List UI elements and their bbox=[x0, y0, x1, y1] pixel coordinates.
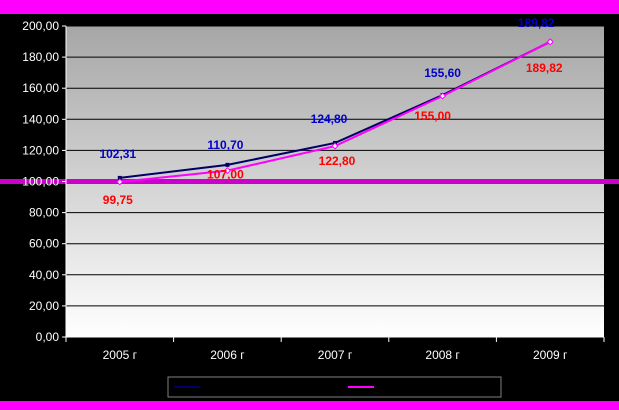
y-tick-label: 200,00 bbox=[22, 19, 59, 33]
series-2-marker bbox=[223, 167, 231, 175]
y-tick-label: 20,00 bbox=[29, 299, 59, 313]
y-tick-label: 180,00 bbox=[22, 50, 59, 64]
series-2-marker bbox=[546, 38, 554, 46]
y-tick-label: 60,00 bbox=[29, 237, 59, 251]
y-tick-label: 140,00 bbox=[22, 112, 59, 126]
x-tick-label: 2005 г bbox=[103, 348, 138, 362]
y-tick-label: 40,00 bbox=[29, 268, 59, 282]
x-tick-label: 2008 г bbox=[425, 348, 460, 362]
series-1-marker bbox=[117, 175, 122, 180]
series-1-marker bbox=[225, 162, 230, 167]
y-tick-label: 80,00 bbox=[29, 206, 59, 220]
legend-box bbox=[167, 376, 502, 398]
data-label-series-1: 189,82 bbox=[518, 16, 555, 30]
chart-frame-top-border bbox=[0, 0, 619, 14]
legend-label-2: по Ленинградской обл bbox=[378, 382, 492, 394]
y-tick-label: 160,00 bbox=[22, 81, 59, 95]
data-label-series-2: 99,75 bbox=[103, 193, 133, 207]
data-label-series-1: 124,80 bbox=[311, 112, 348, 126]
y-tick-label: 100,00 bbox=[22, 175, 59, 189]
chart-frame-bottom-border bbox=[0, 401, 619, 410]
legend-label-1: по Санкт-Петербургу bbox=[204, 382, 311, 394]
data-label-series-1: 102,31 bbox=[99, 147, 136, 161]
series-2-marker bbox=[116, 178, 124, 186]
data-label-series-1: 110,70 bbox=[207, 138, 243, 152]
x-tick-label: 2006 г bbox=[210, 348, 245, 362]
series-2-marker bbox=[331, 142, 339, 150]
x-tick-label: 2009 г bbox=[533, 348, 568, 362]
x-tick-label: 2007 г bbox=[318, 348, 353, 362]
data-label-series-2: 155,00 bbox=[414, 109, 451, 123]
data-label-series-2: 122,80 bbox=[319, 154, 356, 168]
series-2-marker bbox=[439, 92, 447, 100]
data-label-series-1: 155,60 bbox=[424, 66, 461, 80]
y-tick-label: 120,00 bbox=[22, 143, 59, 157]
data-label-series-2: 107,00 bbox=[207, 168, 244, 182]
reference-line-100 bbox=[0, 179, 619, 184]
data-label-series-2: 189,82 bbox=[526, 61, 563, 75]
y-tick-label: 0,00 bbox=[36, 330, 60, 344]
